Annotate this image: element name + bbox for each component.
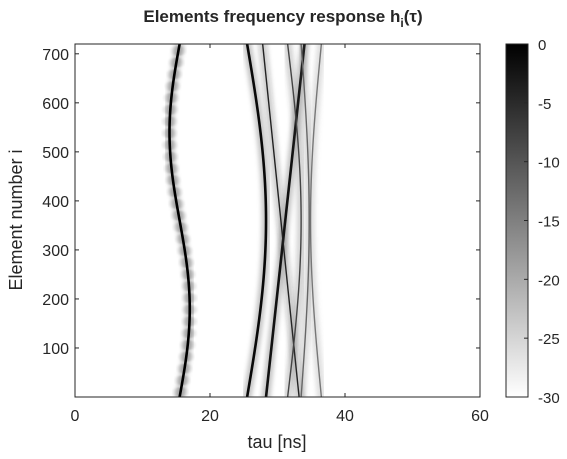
colorbar-ticks: 0 -5 -10 -15 -20 -25 -30 [524,37,560,407]
trace-lobe [172,210,185,221]
trace-lobe [176,375,189,386]
title-subscript: i [400,16,403,30]
trace-lobe [178,245,191,256]
trace-lobe [180,351,193,362]
y-tick-label: 400 [42,194,69,211]
trace-lobe [172,45,185,56]
trace-lobe [180,257,193,268]
y-tick-label: 100 [42,341,69,358]
trace-lobe [163,116,176,127]
y-tick-label: 200 [42,292,69,309]
trace-lobe [163,128,176,139]
trace-lobe [164,104,177,115]
trace-lobe [178,363,191,374]
colorbar-tick-label: -15 [538,214,560,231]
colorbar-tick-label: -30 [538,390,560,407]
title-main: Elements frequency response h [143,7,400,26]
trace-lobe [170,198,183,209]
trace-lobe [166,81,179,92]
trace-lobe [176,234,189,245]
x-axis-label: tau [ns] [247,432,306,452]
colorbar-tick-label: -20 [538,272,560,289]
trace-lobe [170,57,183,68]
trace-ridge [245,44,268,397]
trace-ridge [300,44,310,397]
trace-lobe [164,151,177,162]
y-tick-label: 600 [42,96,69,113]
trace-lobe [174,387,187,397]
x-tick-label: 0 [71,408,80,425]
x-axis-ticks: 0 20 40 60 [71,44,489,425]
chart-title: Elements frequency response hi(τ) [143,7,422,30]
trace-layer [163,44,326,397]
y-tick-label: 700 [42,47,69,64]
y-tick-label: 300 [42,243,69,260]
x-tick-label: 20 [201,408,219,425]
trace-lobe [168,187,181,198]
trace-lobe [165,92,178,103]
x-tick-label: 60 [471,408,489,425]
colorbar-tick-label: -5 [538,96,551,113]
y-axis-label: Element number i [6,149,26,290]
trace-lobe [163,139,176,150]
trace-lobe [181,340,194,351]
y-tick-label: 500 [42,145,69,162]
trace-lobe [182,281,195,292]
trace-lobe [181,269,194,280]
colorbar-tick-label: 0 [538,37,546,54]
trace-lobe [166,175,179,186]
trace-ridge [286,44,302,397]
trace-lobe [168,69,181,80]
trace-lobe [165,163,178,174]
trace-lobe [183,304,196,315]
title-argument: (τ) [404,7,423,26]
colorbar-tick-label: -10 [538,155,560,172]
y-axis-ticks: 100 200 300 400 500 600 700 [42,47,480,358]
x-tick-label: 40 [336,408,354,425]
trace-lobe [174,222,187,233]
trace-lobe [183,316,196,327]
trace-lobe [182,328,195,339]
plot-frame [74,43,481,398]
colorbar-tick-label: -25 [538,331,560,348]
trace-lobe [183,292,196,303]
